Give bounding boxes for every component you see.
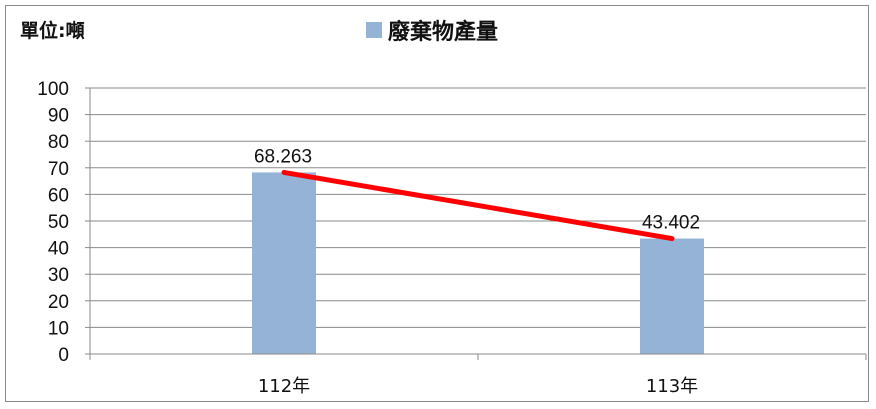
y-tick-label: 30 bbox=[48, 265, 69, 286]
x-tick-label: 113年 bbox=[646, 376, 698, 397]
legend-swatch bbox=[366, 22, 382, 38]
y-tick-label: 70 bbox=[48, 159, 69, 180]
data-label: 68.263 bbox=[254, 146, 312, 167]
chart-frame bbox=[5, 5, 869, 402]
y-tick-label: 100 bbox=[37, 79, 69, 100]
data-label: 43.402 bbox=[642, 213, 700, 234]
trend-line bbox=[281, 169, 675, 242]
unit-label: 單位:噸 bbox=[20, 20, 85, 42]
y-tick-label: 20 bbox=[48, 292, 69, 313]
y-tick-label: 80 bbox=[48, 132, 69, 153]
y-tick-label: 50 bbox=[48, 212, 69, 233]
bar bbox=[252, 172, 316, 354]
y-tick-label: 10 bbox=[48, 318, 69, 339]
y-tick-label: 90 bbox=[48, 106, 69, 127]
legend: 廢棄物產量 bbox=[366, 14, 498, 46]
y-tick-label: 40 bbox=[48, 239, 69, 260]
y-tick-label: 60 bbox=[48, 185, 69, 206]
y-tick-label: 0 bbox=[58, 345, 69, 366]
legend-label: 廢棄物產量 bbox=[388, 20, 499, 45]
x-tick-label: 112年 bbox=[258, 376, 310, 397]
bar bbox=[640, 238, 704, 354]
